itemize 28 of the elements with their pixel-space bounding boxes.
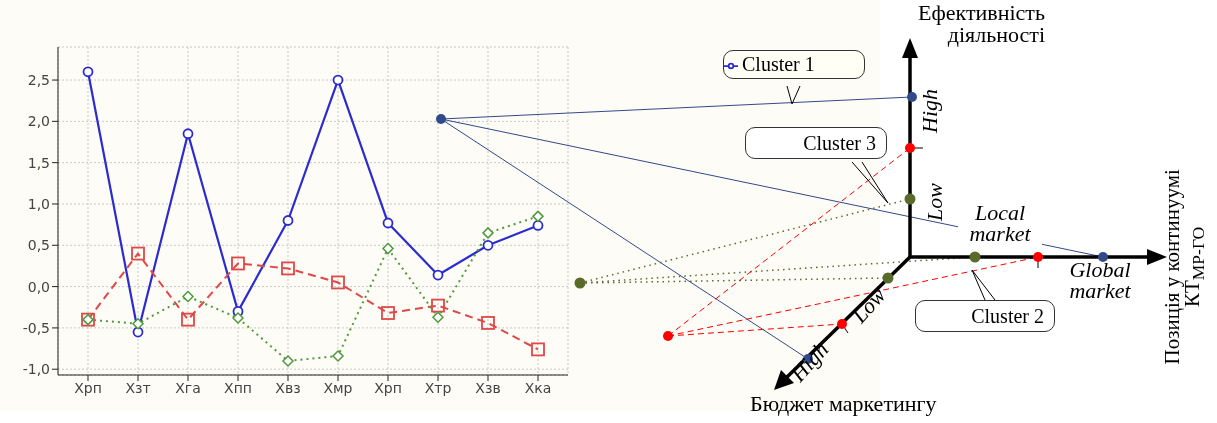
x-tick-label: Xга xyxy=(175,379,201,396)
x-tick-label: Xзт xyxy=(125,379,151,396)
y-tick-label: 1,0 xyxy=(27,195,50,212)
x-tick-label: Xмр xyxy=(323,379,353,396)
text: Low xyxy=(846,281,892,328)
x-tick-label: Xтр xyxy=(424,379,452,396)
y-tick-label: 2,5 xyxy=(27,72,50,89)
y-tick-label: -0,5 xyxy=(22,319,50,336)
y-tick-label: 0,5 xyxy=(27,237,50,254)
text: Ефективність діяльності xyxy=(917,0,1045,47)
text: High xyxy=(917,88,942,133)
text: Local market xyxy=(958,200,1042,246)
x-tick-label: Xрп xyxy=(74,379,102,396)
text: Cluster 2 xyxy=(915,300,1055,332)
y-tick-label: -1,0 xyxy=(22,361,50,378)
text: Global market xyxy=(1068,257,1132,303)
y-tick-label: 1,5 xyxy=(27,154,50,171)
legend-label: Cluster 1 xyxy=(742,53,815,75)
text: Cluster 3 xyxy=(745,127,887,159)
x-tick-label: Xрп xyxy=(374,379,402,396)
x-tick-label: Xвз xyxy=(275,379,301,396)
x-tick-label: Xпп xyxy=(224,379,252,396)
y-tick-label: 0,0 xyxy=(27,278,50,295)
x-tick-label: Xка xyxy=(524,379,552,396)
text: Low xyxy=(922,182,947,221)
y-tick-label: 2,0 xyxy=(27,113,50,130)
x-tick-label: Xзв xyxy=(475,379,501,396)
text: Бюджет маркетингу xyxy=(750,391,938,416)
